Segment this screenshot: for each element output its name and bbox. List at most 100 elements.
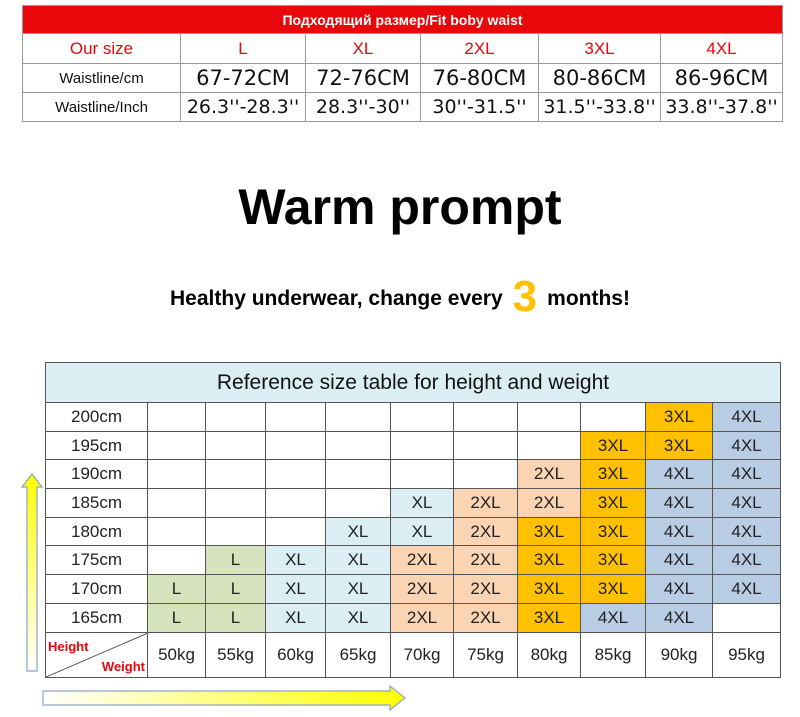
size-header: 3XL [538,33,661,64]
size-cell: 2XL [453,488,518,518]
height-label: 195cm [45,430,148,461]
size-cell [205,430,266,461]
weight-row: Height Weight 50kg 55kg 60kg 65kg 70kg 75kg 80kg… [45,631,781,678]
waist-cm-value: 80-86CM [538,63,661,93]
size-cell: 3XL [580,516,646,547]
size-cell: XL [325,516,391,547]
size-cell: 3XL [580,430,646,461]
corner-weight-label: Weight [101,658,145,674]
size-cell [205,516,266,547]
table-row: 185cm XL 2XL 2XL 3XL 4XL 4XL [45,488,781,518]
reference-size-table: Reference size table for height and weig… [45,362,781,678]
size-cell: 4XL [712,459,781,490]
size-cell: 2XL [390,574,454,604]
size-header: XL [305,33,421,64]
our-size-label: Our size [22,33,181,64]
size-cell [390,402,454,432]
weight-label: 85kg [580,631,646,678]
size-cell [147,488,206,518]
fit-waist-table: Подходящий размер/Fit boby waist Our siz… [21,5,784,122]
size-cell: L [147,602,206,633]
size-cell: L [147,574,206,604]
weight-label: 80kg [517,631,581,678]
waist-cm-value: 86-96CM [659,63,784,93]
size-cell: L [205,545,266,576]
size-cell [147,402,206,432]
table-row: 200cm 3XL 4XL [45,402,781,432]
weight-arrow-icon [42,685,406,711]
corner-height-label: Height [48,638,89,654]
size-cell: 2XL [453,545,518,576]
size-cell [265,488,326,518]
size-cell: XL [325,545,391,576]
size-cell: L [205,602,266,633]
prompt-text-after: months! [547,287,630,310]
table-row: 175cm L XL XL 2XL 2XL 3XL 3XL 4XL 4XL [45,545,781,576]
height-arrow-icon [20,473,44,672]
table-row: 190cm 2XL 3XL 4XL 4XL [45,459,781,490]
prompt-text: Healthy underwear, change every 3 months! [0,272,800,322]
size-cell [147,430,206,461]
size-cell [265,459,326,490]
size-cell: XL [390,516,454,547]
size-cell: 2XL [390,602,454,633]
prompt-text-before: Healthy underwear, change every [170,287,503,310]
size-cell [147,545,206,576]
diagonal-divider [46,632,148,677]
size-cell: 2XL [517,459,581,490]
height-label: 170cm [45,574,148,604]
size-cell [205,488,266,518]
size-cell [712,602,781,633]
waist-cm-value: 76-80CM [420,63,539,93]
size-cell: 4XL [712,574,781,604]
table-row: 195cm 3XL 3XL 4XL [45,430,781,461]
size-cell: 2XL [390,545,454,576]
fit-table-header: Подходящий размер/Fit boby waist [21,5,784,34]
size-cell: 2XL [453,516,518,547]
size-cell: 3XL [517,574,581,604]
size-cell [325,430,391,461]
waist-inch-value: 33.8''-37.8'' [659,92,784,122]
size-cell: XL [265,574,326,604]
waist-cm-value: 72-76CM [305,63,421,93]
size-cell [390,459,454,490]
waist-inch-label: Waistline/Inch [22,92,181,122]
weight-label: 50kg [147,631,206,678]
size-cell [453,430,518,461]
size-cell: 4XL [712,402,781,432]
size-cell: 3XL [580,545,646,576]
waist-cm-value: 67-72CM [180,63,306,93]
size-cell [325,402,391,432]
size-cell: 4XL [712,488,781,518]
size-cell: 2XL [453,602,518,633]
size-cell [453,402,518,432]
height-weight-corner: Height Weight [45,631,148,678]
prompt-number: 3 [512,272,538,321]
height-label: 200cm [45,402,148,432]
size-cell: 3XL [645,430,713,461]
size-cell [205,459,266,490]
size-cell: 2XL [453,574,518,604]
size-cell: 4XL [712,545,781,576]
size-cell [325,488,391,518]
size-cell [265,430,326,461]
size-cell [147,459,206,490]
size-cell: 4XL [580,602,646,633]
waist-inch-value: 28.3''-30'' [305,92,421,122]
size-cell [147,516,206,547]
height-label: 190cm [45,459,148,490]
size-cell: 2XL [517,488,581,518]
table-row: 165cm L L XL XL 2XL 2XL 3XL 4XL 4XL [45,602,781,633]
size-cell: XL [265,602,326,633]
table-row: 170cm L L XL XL 2XL 2XL 3XL 3XL 4XL 4XL [45,574,781,604]
size-cell: 3XL [580,459,646,490]
size-cell: 3XL [645,402,713,432]
warm-prompt-title: Warm prompt [238,179,562,235]
size-cell: 3XL [580,488,646,518]
size-cell: 4XL [645,459,713,490]
size-header: 4XL [659,33,784,64]
size-cell: 3XL [517,545,581,576]
height-label: 180cm [45,516,148,547]
waist-cm-label: Waistline/cm [22,63,181,93]
size-cell: XL [325,602,391,633]
